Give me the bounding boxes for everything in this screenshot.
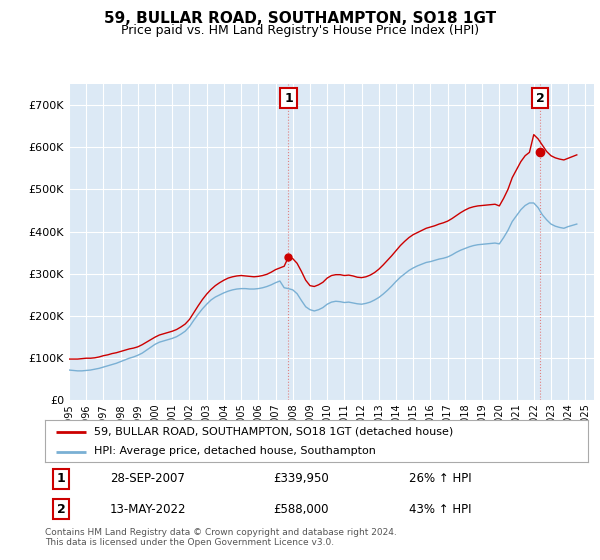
Text: 28-SEP-2007: 28-SEP-2007 [110, 473, 185, 486]
Text: £588,000: £588,000 [273, 503, 329, 516]
Text: £339,950: £339,950 [273, 473, 329, 486]
Text: HPI: Average price, detached house, Southampton: HPI: Average price, detached house, Sout… [94, 446, 376, 456]
Text: 26% ↑ HPI: 26% ↑ HPI [409, 473, 472, 486]
Text: 1: 1 [57, 473, 65, 486]
Text: 43% ↑ HPI: 43% ↑ HPI [409, 503, 472, 516]
Text: Price paid vs. HM Land Registry's House Price Index (HPI): Price paid vs. HM Land Registry's House … [121, 24, 479, 37]
Text: 59, BULLAR ROAD, SOUTHAMPTON, SO18 1GT (detached house): 59, BULLAR ROAD, SOUTHAMPTON, SO18 1GT (… [94, 427, 453, 437]
Text: 59, BULLAR ROAD, SOUTHAMPTON, SO18 1GT: 59, BULLAR ROAD, SOUTHAMPTON, SO18 1GT [104, 11, 496, 26]
Text: 1: 1 [284, 92, 293, 105]
Text: 2: 2 [536, 92, 544, 105]
Text: 2: 2 [57, 503, 65, 516]
Text: Contains HM Land Registry data © Crown copyright and database right 2024.
This d: Contains HM Land Registry data © Crown c… [45, 528, 397, 547]
Text: 13-MAY-2022: 13-MAY-2022 [110, 503, 187, 516]
